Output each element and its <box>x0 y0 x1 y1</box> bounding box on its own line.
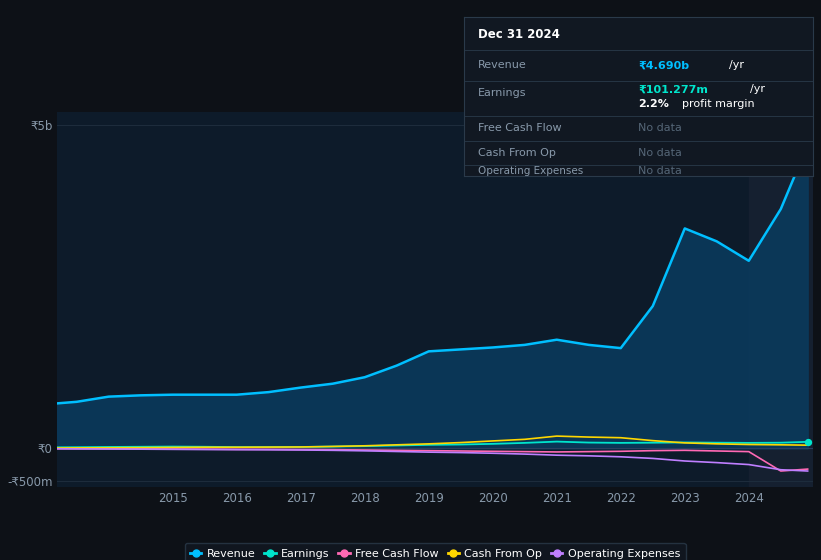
Text: No data: No data <box>639 123 682 133</box>
Text: profit margin: profit margin <box>682 99 754 109</box>
Text: Dec 31 2024: Dec 31 2024 <box>478 28 560 41</box>
Text: 2.2%: 2.2% <box>639 99 669 109</box>
Text: Operating Expenses: Operating Expenses <box>478 166 583 176</box>
Text: No data: No data <box>639 166 682 176</box>
Text: ₹101.277m: ₹101.277m <box>639 85 709 95</box>
Text: ₹4.690b: ₹4.690b <box>639 60 690 71</box>
Legend: Revenue, Earnings, Free Cash Flow, Cash From Op, Operating Expenses: Revenue, Earnings, Free Cash Flow, Cash … <box>185 543 686 560</box>
Point <box>801 437 814 446</box>
Point <box>801 141 814 150</box>
Bar <box>749 112 813 487</box>
Text: Earnings: Earnings <box>478 88 526 99</box>
Text: Revenue: Revenue <box>478 60 526 71</box>
Text: /yr: /yr <box>729 60 744 71</box>
Text: No data: No data <box>639 148 682 158</box>
Text: Cash From Op: Cash From Op <box>478 148 556 158</box>
Text: /yr: /yr <box>750 85 765 95</box>
Text: Free Cash Flow: Free Cash Flow <box>478 123 562 133</box>
